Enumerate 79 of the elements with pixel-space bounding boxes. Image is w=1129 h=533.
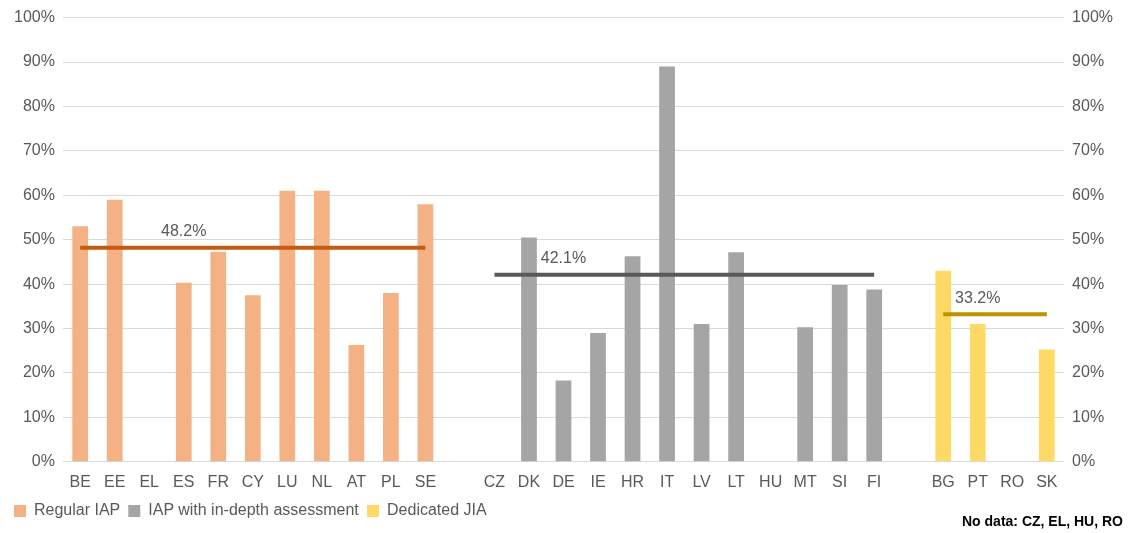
bar [866,289,883,462]
y2-tick-label: 80% [1072,96,1105,114]
x-tick-label: NL [311,472,333,490]
x-tick-label: RO [1000,472,1025,490]
x-tick-label: LT [727,472,746,490]
bar [348,344,365,462]
bar [383,293,399,462]
bar [590,332,606,462]
x-tick-label: CZ [483,472,506,490]
y2-tick-label: 60% [1072,185,1105,203]
x-tick-label: MT [793,472,817,490]
y-tick-label: 80% [22,96,55,114]
x-tick-label: ES [173,472,195,490]
x-tick-label: IT [659,472,675,490]
bar [417,204,434,462]
bar [521,237,537,462]
x-tick-label: SK [1036,472,1058,490]
bar [831,285,848,462]
x-tick-label: DE [552,472,575,490]
y2-tick-label: 70% [1072,141,1105,159]
legend-label: Dedicated JIA [387,501,487,519]
x-tick-label: FR [207,472,229,490]
x-tick-label: BE [69,472,91,490]
x-tick-label: PL [381,472,401,490]
legend-label: IAP with in-depth assessment [148,501,360,519]
y2-tick-label: 90% [1072,52,1105,70]
y2-tick-label: 100% [1072,8,1113,26]
y-tick-label: 60% [22,185,55,203]
x-tick-label: BG [931,472,955,490]
x-tick-label: CY [241,472,265,490]
bar [659,66,675,462]
bar [72,226,89,462]
x-tick-label: HR [620,472,645,490]
y-tick-label: 100% [14,8,55,26]
legend-label: Regular IAP [34,501,121,519]
x-tick-label: FI [867,472,882,490]
y2-tick-label: 10% [1072,407,1105,425]
x-tick-label: IE [590,472,606,490]
y2-tick-label: 40% [1072,274,1105,292]
annotation: 33.2% [955,288,1001,306]
bar [175,282,192,462]
bar [1038,349,1055,462]
y2-tick-label: 20% [1072,363,1105,381]
y2-tick-label: 0% [1072,452,1096,470]
x-tick-label: EE [104,472,126,490]
y-tick-label: 90% [22,52,55,70]
y-tick-label: 50% [22,230,55,248]
x-tick-label: SI [832,472,848,490]
bar [624,256,641,462]
bar [210,251,227,462]
y2-tick-label: 30% [1072,318,1105,336]
text: No data: CZ, EL, HU, RO [962,512,1124,529]
x-tick-label: SE [414,472,437,490]
y-tick-label: 30% [22,318,55,336]
y-tick-label: 70% [22,141,55,159]
y2-tick-label: 50% [1072,230,1105,248]
bar [279,190,296,462]
x-tick-label: LV [692,472,712,490]
x-tick-label: DK [517,472,541,490]
bar [555,380,572,462]
bar [935,270,952,462]
x-tick-label: EL [139,472,160,490]
annotation: 48.2% [161,222,207,240]
y-tick-label: 10% [22,407,55,425]
bar [797,327,814,462]
bar [313,190,330,462]
bar [693,324,710,462]
y-tick-label: 0% [31,452,55,470]
bar [106,199,123,462]
x-tick-label: AT [346,472,367,490]
x-tick-label: LU [277,472,298,490]
x-tick-label: PT [967,472,989,490]
y-tick-label: 20% [22,363,55,381]
annotation: 42.1% [540,249,587,267]
x-tick-label: HU [759,472,783,490]
bar [969,324,986,462]
y-tick-label: 40% [22,274,55,292]
bar [244,295,261,462]
bar [728,252,744,462]
